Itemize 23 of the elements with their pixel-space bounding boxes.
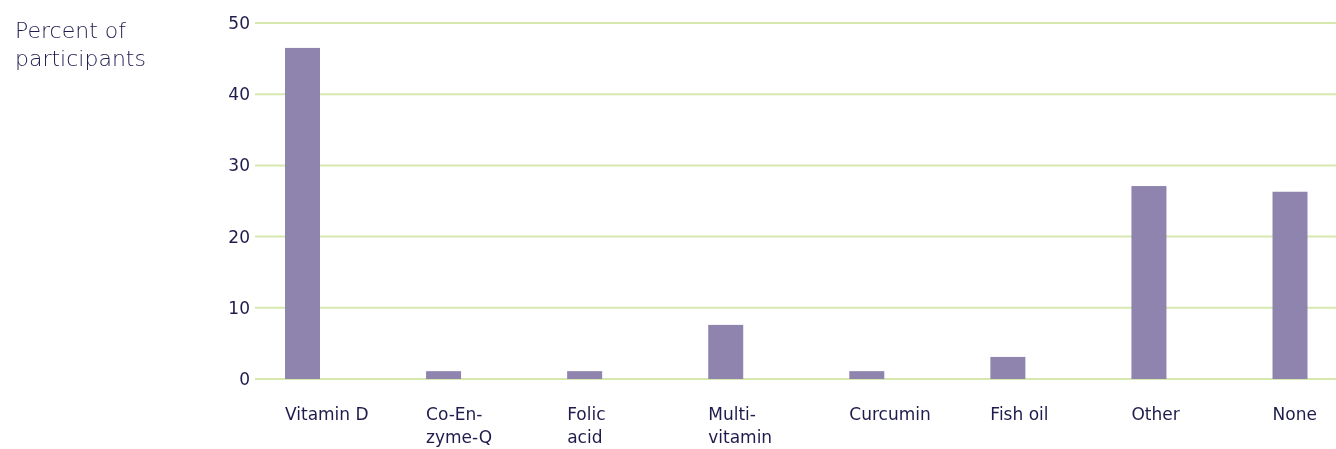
bar: [567, 371, 603, 379]
y-tick-label: 10: [228, 297, 250, 318]
y-tick-label: 20: [228, 226, 250, 247]
y-tick-label: 50: [228, 12, 250, 33]
y-axis-title: Percent of participants: [15, 18, 146, 71]
x-tick-label: Folic acid: [567, 404, 606, 447]
y-tick-label: 0: [239, 368, 250, 389]
x-tick-label: None: [1272, 404, 1317, 424]
x-tick-label: Other: [1131, 404, 1180, 424]
x-tick-label: Vitamin D: [285, 404, 369, 424]
bar: [1272, 191, 1308, 379]
bar: [426, 371, 462, 379]
x-tick-label: Multi- vitamin: [708, 404, 773, 447]
bar: [285, 47, 320, 379]
x-tick-label: Curcumin: [849, 404, 931, 424]
x-tick-label: Co-En- zyme-Q: [426, 404, 493, 447]
bar: [1131, 186, 1167, 379]
y-tick-label: 30: [228, 155, 250, 176]
bar: [708, 324, 744, 379]
bar: [990, 356, 1026, 379]
y-tick-label: 40: [228, 84, 250, 105]
x-tick-label: Fish oil: [990, 404, 1049, 424]
bar: [849, 371, 885, 379]
